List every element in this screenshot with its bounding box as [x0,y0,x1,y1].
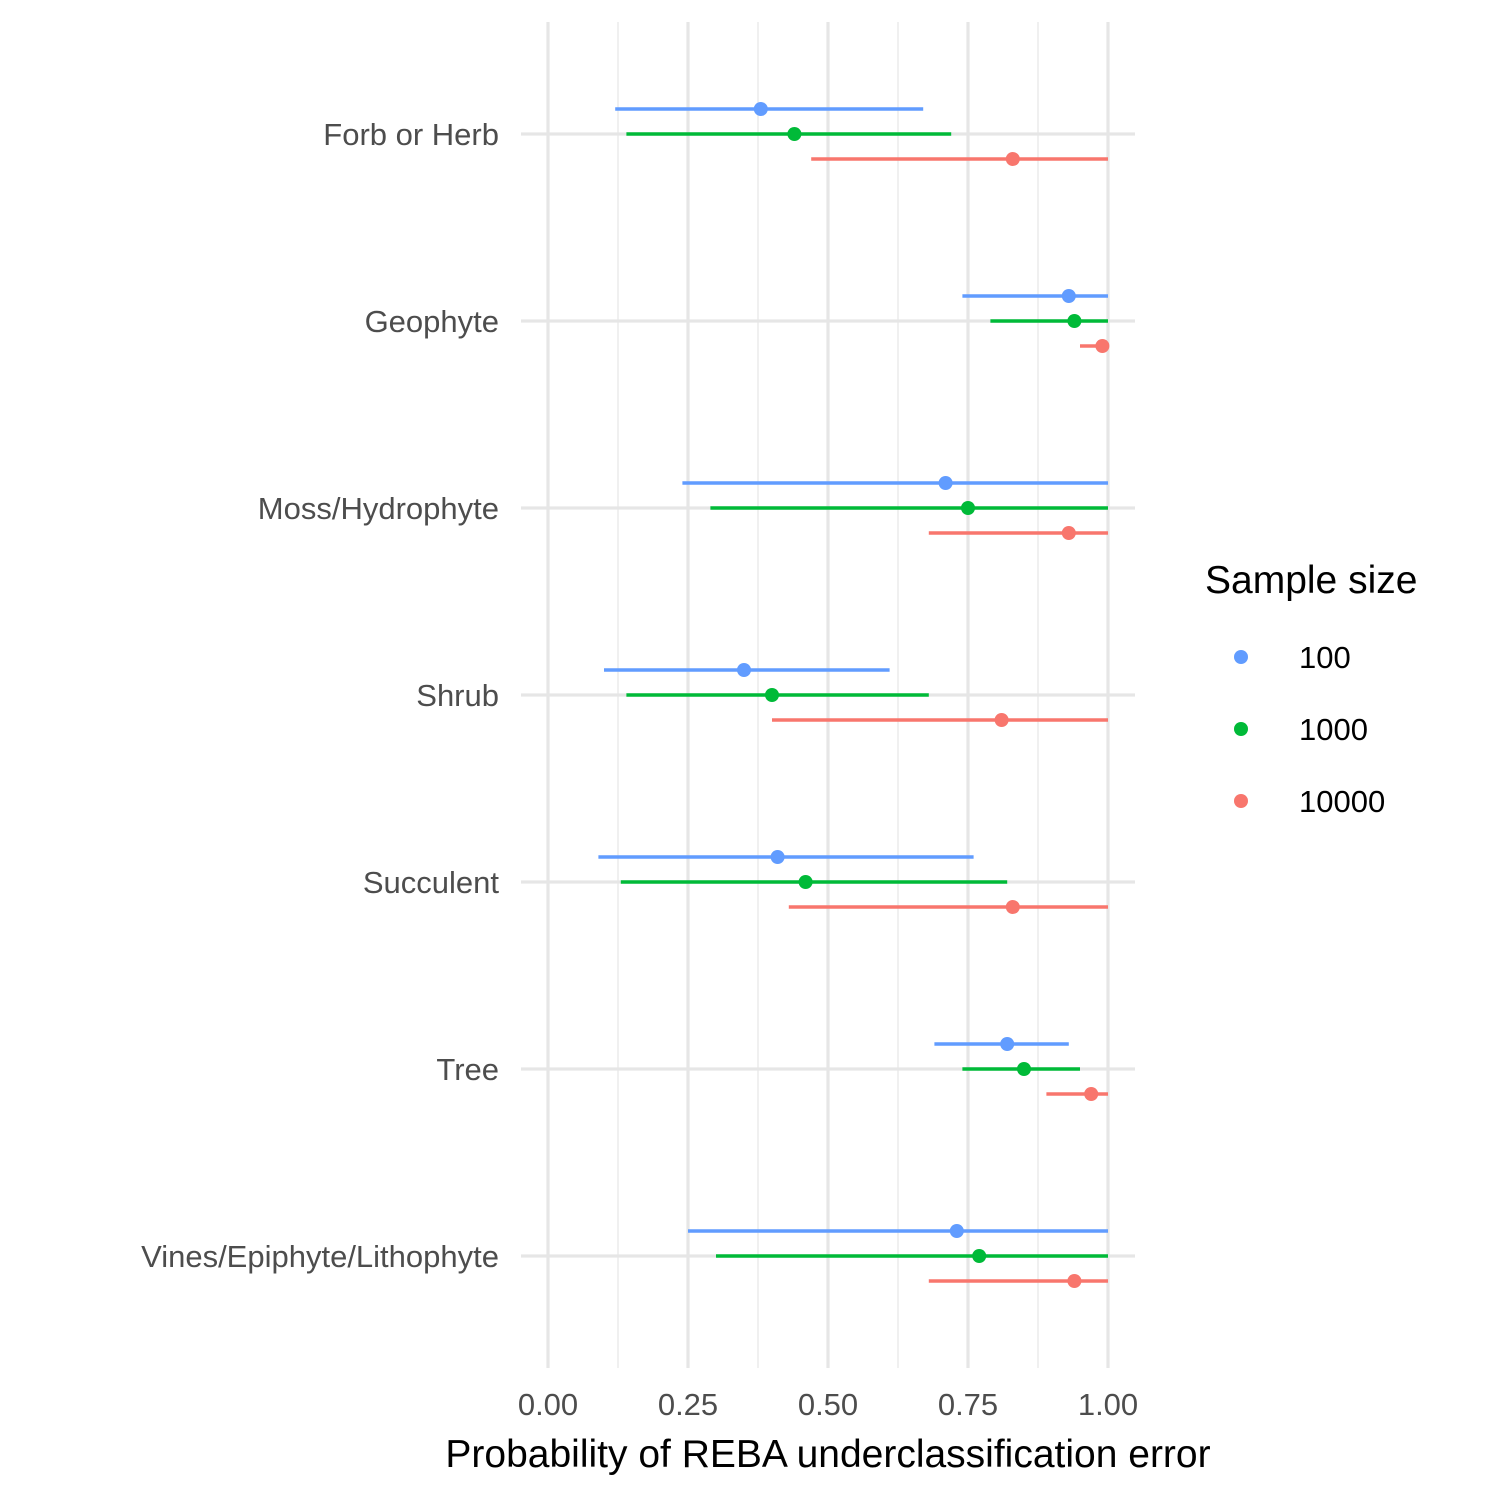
plot-marks [598,102,1110,1288]
legend-key [1234,794,1248,808]
x-axis-tick-labels: 0.00 0.25 0.50 0.75 1.00 [518,1387,1138,1422]
legend-key [1234,650,1248,664]
x-tick-label: 0.50 [798,1387,858,1422]
y-tick-label: Shrub [416,678,499,713]
estimate-point [949,1224,964,1238]
estimate-point [1084,1087,1099,1101]
estimate-point [1005,152,1020,166]
y-tick-label: Vines/Epiphyte/Lithophyte [141,1239,499,1274]
legend-label: 1000 [1299,712,1368,747]
estimate-point [961,501,975,515]
estimate-point [1095,339,1110,353]
x-axis-title: Probability of REBA underclassification … [445,1433,1210,1476]
estimate-point [972,1249,987,1263]
x-tick-label: 1.00 [1078,1387,1138,1422]
legend-label: 100 [1299,640,1351,675]
estimate-point [1067,1274,1082,1288]
y-tick-label: Tree [436,1052,499,1087]
y-tick-label: Succulent [363,865,500,900]
estimate-point [994,713,1009,727]
legend-title: Sample size [1205,559,1417,602]
estimate-point [753,102,768,116]
legend: Sample size 100 1000 10000 [1205,559,1417,819]
estimate-point [1005,900,1020,914]
estimate-point [1017,1062,1031,1076]
y-tick-label: Forb or Herb [323,117,499,152]
y-tick-label: Moss/Hydrophyte [258,491,499,526]
estimate-point [787,127,802,141]
estimate-point [737,663,751,677]
estimate-point [798,875,813,889]
x-tick-label: 0.75 [938,1387,998,1422]
legend-label: 10000 [1299,784,1385,819]
estimate-point [938,476,953,490]
estimate-point [1061,289,1076,303]
estimate-point [765,688,779,702]
estimate-point [770,850,785,864]
y-tick-label: Geophyte [365,304,499,339]
legend-items: 100 1000 10000 [1234,640,1385,819]
estimate-point [1000,1037,1015,1051]
legend-key [1234,722,1248,736]
x-tick-label: 0.00 [518,1387,578,1422]
x-tick-label: 0.25 [658,1387,718,1422]
estimate-point [1067,314,1082,328]
y-axis-tick-labels: Forb or Herb Geophyte Moss/Hydrophyte Shrub… [141,117,499,1274]
estimate-point [1061,526,1076,540]
